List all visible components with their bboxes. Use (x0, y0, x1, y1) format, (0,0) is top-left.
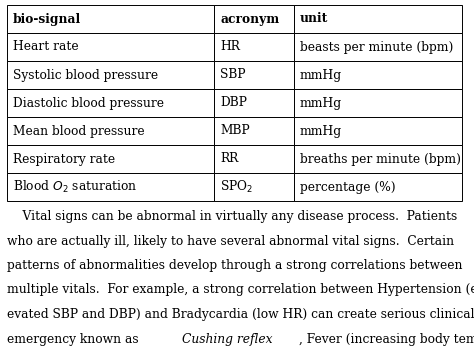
Text: MBP: MBP (220, 125, 250, 137)
Text: bio-signal: bio-signal (13, 13, 81, 25)
Bar (214, 117, 294, 145)
Text: Vital signs can be abnormal in virtually any disease process.  Patients: Vital signs can be abnormal in virtually… (7, 210, 457, 223)
Text: percentage (%): percentage (%) (300, 181, 395, 194)
Text: patterns of abnormalities develop through a strong correlations between: patterns of abnormalities develop throug… (7, 259, 463, 272)
Bar (7, 61, 214, 89)
Bar (294, 33, 462, 61)
Text: multiple vitals.  For example, a strong correlation between Hypertension (el-: multiple vitals. For example, a strong c… (7, 284, 474, 297)
Text: Mean blood pressure: Mean blood pressure (13, 125, 145, 137)
Text: Diastolic blood pressure: Diastolic blood pressure (13, 97, 164, 109)
Text: Heart rate: Heart rate (13, 41, 79, 53)
Text: breaths per minute (bpm): breaths per minute (bpm) (300, 153, 461, 165)
Bar (294, 117, 462, 145)
Text: SBP: SBP (220, 69, 246, 81)
Text: beasts per minute (bpm): beasts per minute (bpm) (300, 41, 453, 53)
Bar (294, 89, 462, 117)
Bar (214, 173, 294, 201)
Bar (294, 173, 462, 201)
Bar (7, 173, 214, 201)
Bar (214, 145, 294, 173)
Text: RR: RR (220, 153, 238, 165)
Text: acronym: acronym (220, 13, 279, 25)
Bar (294, 61, 462, 89)
Text: mmHg: mmHg (300, 125, 342, 137)
Bar (214, 33, 294, 61)
Bar (214, 89, 294, 117)
Text: mmHg: mmHg (300, 97, 342, 109)
Bar (7, 145, 214, 173)
Text: unit: unit (300, 13, 328, 25)
Text: , Fever (increasing body temperature) is: , Fever (increasing body temperature) is (299, 332, 474, 345)
Bar (7, 33, 214, 61)
Text: Systolic blood pressure: Systolic blood pressure (13, 69, 158, 81)
Text: mmHg: mmHg (300, 69, 342, 81)
Text: HR: HR (220, 41, 240, 53)
Text: evated SBP and DBP) and Bradycardia (low HR) can create serious clinical: evated SBP and DBP) and Bradycardia (low… (7, 308, 474, 321)
Text: emergency known as: emergency known as (7, 332, 143, 345)
Bar (7, 5, 214, 33)
Text: Respiratory rate: Respiratory rate (13, 153, 115, 165)
Text: who are actually ill, likely to have several abnormal vital signs.  Certain: who are actually ill, likely to have sev… (7, 234, 454, 247)
Bar (7, 89, 214, 117)
Text: SPO$_2$: SPO$_2$ (220, 179, 253, 195)
Bar (294, 5, 462, 33)
Bar (214, 61, 294, 89)
Text: Blood $O_2$ saturation: Blood $O_2$ saturation (13, 179, 137, 195)
Bar (214, 5, 294, 33)
Text: DBP: DBP (220, 97, 247, 109)
Bar (294, 145, 462, 173)
Text: Cushing reflex: Cushing reflex (182, 332, 273, 345)
Bar (7, 117, 214, 145)
